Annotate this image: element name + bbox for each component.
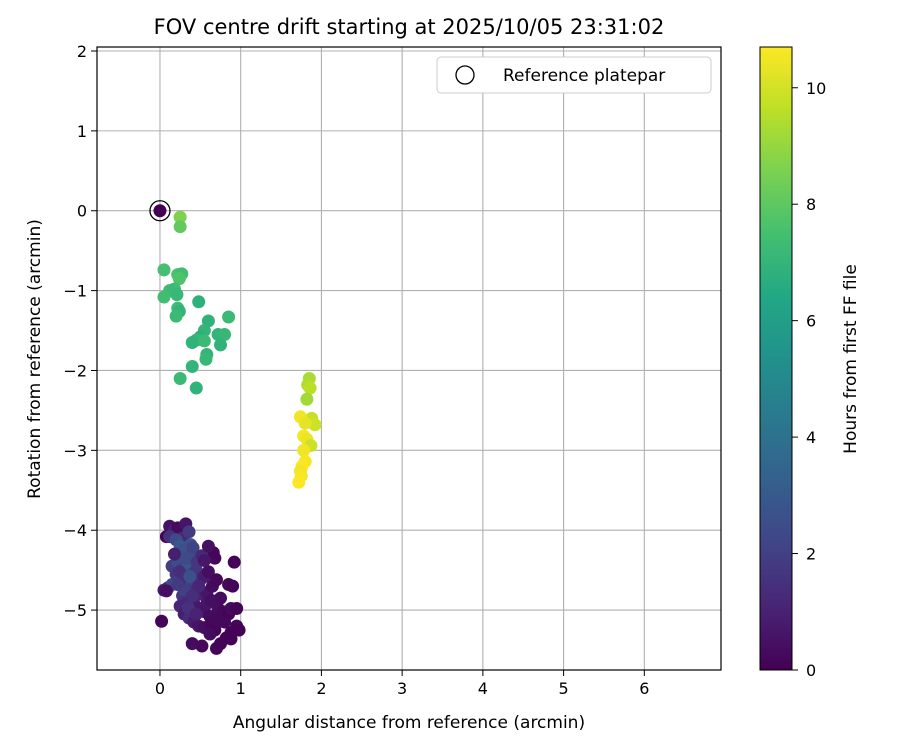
colorbar-tick-label: 6 [806,312,816,331]
x-tick-label: 1 [236,679,246,698]
x-tick-label: 6 [639,679,649,698]
scatter-point [157,290,171,304]
scatter-point [227,555,241,569]
x-tick-label: 4 [478,679,488,698]
scatter-point [189,381,203,395]
chart-title: FOV centre drift starting at 2025/10/05 … [154,15,665,39]
scatter-point [173,220,187,234]
scatter-point [182,525,196,539]
scatter-point [222,310,236,324]
scatter-point [232,623,246,637]
scatter-point [218,328,232,342]
x-tick-label: 0 [155,679,165,698]
scatter-point [197,554,211,568]
scatter-point [224,632,238,646]
scatter-point [185,336,199,350]
scatter-point [226,579,240,593]
scatter-point [308,418,322,432]
scatter-point [180,551,194,565]
scatter-point [192,579,206,593]
scatter-point [189,607,203,621]
reference-point [153,204,167,218]
y-tick-label: −4 [63,521,87,540]
colorbar-ticks: 0 2 4 6 8 10 [792,79,826,680]
y-tick-label: 0 [77,202,87,221]
x-tick-label: 3 [397,679,407,698]
legend-box [436,56,712,94]
scatter-point [201,565,215,579]
scatter-point [155,614,169,628]
scatter-point [201,539,215,553]
scatter-point [172,565,186,579]
x-tick-label: 5 [558,679,568,698]
y-tick-label: −5 [63,601,87,620]
scatter-point [203,627,217,641]
x-axis-label: Angular distance from reference (arcmin) [233,713,585,733]
grid-lines [97,47,721,670]
scatter-point [170,288,184,302]
colorbar-tick-label: 4 [806,428,816,447]
scatter-point [292,475,306,489]
scatter-point [297,443,311,457]
reference-marker [149,200,171,222]
data-points [155,210,322,655]
scatter-point [209,573,223,587]
legend-marker-circle [455,65,475,85]
scatter-point [199,352,213,366]
scatter-point [169,309,183,323]
x-tick-label: 2 [316,679,326,698]
scatter-point [230,601,244,615]
scatter-point [172,272,186,286]
scatter-point [208,613,222,627]
scatter-point [185,589,199,603]
scatter-point [185,359,199,373]
colorbar-gradient [759,46,793,671]
scatter-point [197,334,211,348]
scatter-point [192,295,206,309]
colorbar-tick-label: 10 [806,79,826,98]
y-tick-label: 2 [77,42,87,61]
scatter-point [205,594,219,608]
y-tick-label: −1 [63,282,87,301]
legend-label: Reference platepar [503,66,665,86]
scatter-point [183,570,197,584]
scatter-point [214,338,228,352]
y-tick-label: −2 [63,361,87,380]
reference-ring [149,200,171,222]
colorbar: 0 2 4 6 8 10 Hours from first FF file [759,46,861,680]
scatter-point [167,547,181,561]
scatter-point [303,381,317,395]
plot-frame [96,46,722,671]
scatter-point [157,263,171,277]
y-tick-label: −3 [63,441,87,460]
scatter-point [186,541,200,555]
colorbar-tick-label: 2 [806,545,816,564]
scatter-point [298,416,312,430]
x-axis-ticks: 0 1 2 3 4 5 6 [155,670,649,698]
scatter-point [173,371,187,385]
scatter-point [195,639,209,653]
colorbar-tick-label: 8 [806,195,816,214]
scatter-point [300,392,314,406]
legend: Reference platepar [436,56,712,94]
colorbar-label: Hours from first FF file [841,264,861,454]
y-axis-ticks: 2 1 0 −1 −2 −3 −4 −5 [63,42,97,620]
scatter-point [159,584,173,598]
y-tick-label: 1 [77,122,87,141]
scatter-point [173,210,187,224]
y-axis-label: Rotation from reference (arcmin) [25,219,45,499]
scatter-point [171,578,185,592]
colorbar-tick-label: 0 [806,661,816,680]
